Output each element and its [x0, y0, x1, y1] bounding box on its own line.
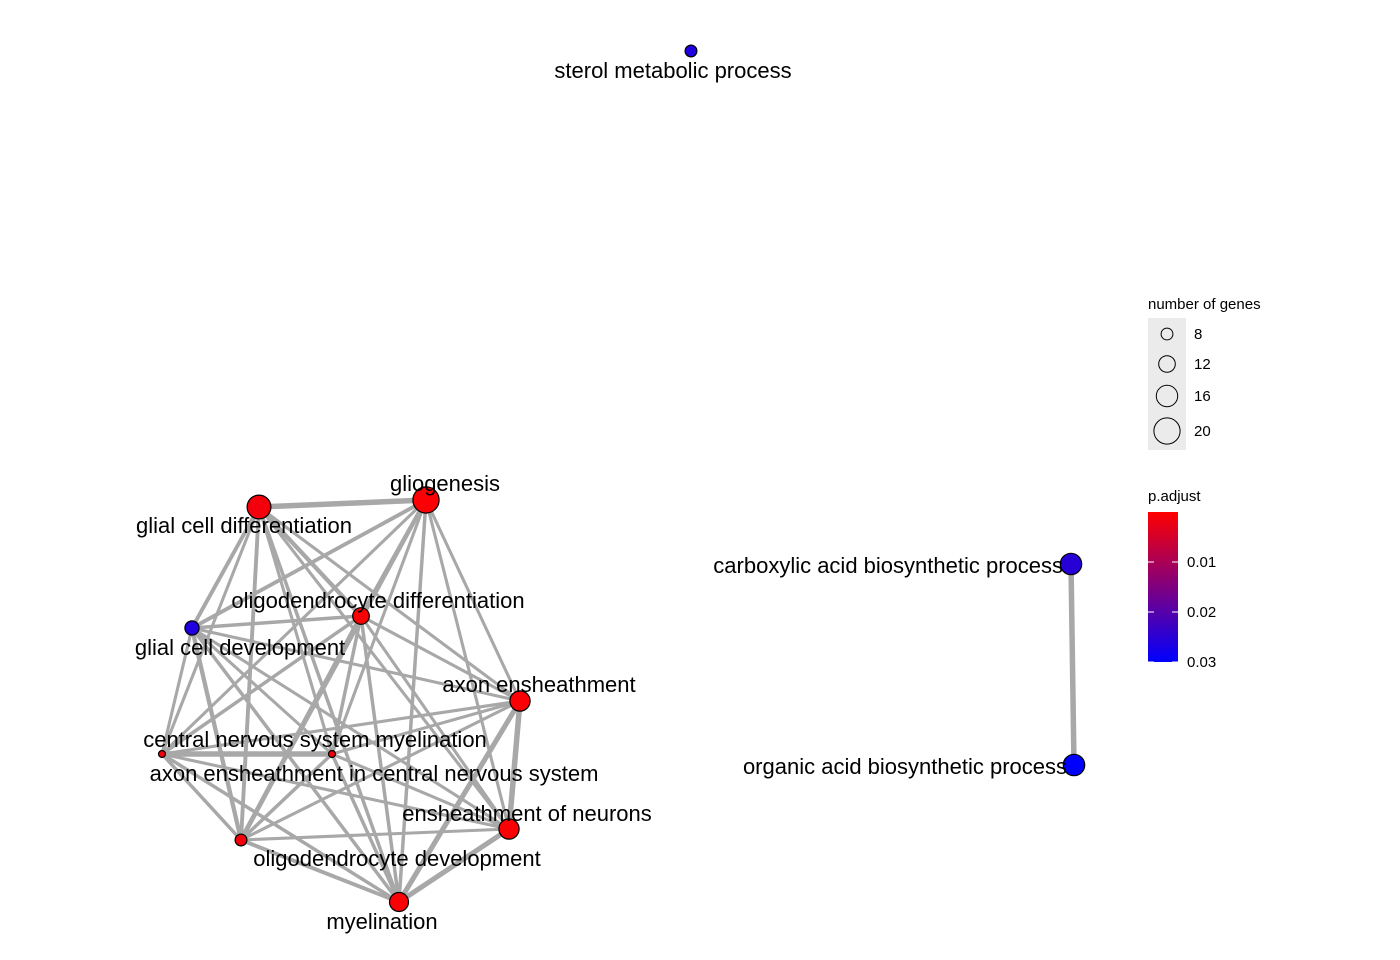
edge-glial_diff-oligo_dev — [239, 505, 261, 842]
edge-oligo_diff-axon_ens — [359, 614, 522, 703]
node-glial-diff[interactable] — [246, 494, 272, 520]
node-organic[interactable] — [1062, 753, 1086, 777]
size-legend-circle — [1158, 355, 1176, 373]
node-label-glial-diff: glial cell differentiation — [136, 513, 352, 538]
node-oligo-diff[interactable] — [352, 607, 370, 625]
edge-glial_dev-oligo_dev — [189, 625, 244, 843]
node-label-oligo-dev: oligodendrocyte development — [253, 846, 540, 871]
node-cns-myel[interactable] — [157, 749, 167, 759]
color-legend-label: 0.03 — [1187, 654, 1216, 671]
edge-gliogenesis-glial_dev — [190, 498, 428, 630]
edge-glial_diff-axon_ens_cns — [257, 505, 334, 756]
edge-layer — [159, 497, 1077, 905]
node-label-oligo-diff: oligodendrocyte differentiation — [231, 588, 524, 613]
node-label-sterol: sterol metabolic process — [554, 58, 791, 83]
edge-ens_neurons-oligo_dev — [239, 827, 511, 842]
edge-axon_ens_cns-oligo_dev — [239, 752, 334, 842]
node-label-glial-dev: glial cell development — [135, 635, 345, 660]
edge-oligo_diff-axon_ens_cns — [330, 614, 363, 756]
edge-ens_neurons-axon_ens_cns — [330, 752, 511, 831]
edge-oligo_diff-glial_dev — [190, 614, 363, 630]
edge-oligo_diff-ens_neurons — [359, 614, 511, 831]
edge-glial_dev-axon_ens — [190, 626, 522, 703]
edge-axon_ens-axon_ens_cns — [330, 699, 522, 756]
color-legend-label: 0.01 — [1187, 554, 1216, 571]
edge-myelination-axon_ens_cns — [330, 752, 401, 904]
size-legend-circle — [1155, 384, 1179, 408]
node-layer — [157, 44, 1086, 913]
node-myelination[interactable] — [388, 891, 410, 913]
node-label-organic: organic acid biosynthetic process — [743, 754, 1067, 779]
edge-oligo_diff-cns_myel — [160, 614, 363, 756]
edge-axon_ens-myelination — [396, 698, 523, 905]
node-axon-ens-cns[interactable] — [327, 749, 337, 759]
node-oligo-dev[interactable] — [234, 833, 248, 847]
edge-glial_diff-cns_myel — [160, 505, 261, 756]
size-legend-label: 8 — [1194, 326, 1202, 343]
edge-gliogenesis-axon_ens — [424, 498, 522, 703]
node-carboxylic[interactable] — [1059, 552, 1083, 576]
edge-carboxylic-organic — [1068, 561, 1077, 768]
edge-gliogenesis-ens_neurons — [424, 498, 511, 831]
edge-axon_ens-oligo_dev — [239, 699, 522, 842]
size-legend-label: 16 — [1194, 388, 1211, 405]
color-legend-label: 0.02 — [1187, 604, 1216, 621]
node-label-cns-myel: central nervous system myelination — [143, 727, 487, 752]
color-legend-bar — [1148, 512, 1178, 662]
node-label-gliogenesis: gliogenesis — [390, 471, 500, 496]
node-gliogenesis[interactable] — [412, 486, 440, 514]
edge-glial_diff-gliogenesis — [256, 497, 429, 510]
size-legend-keys: 8 12 16 20 — [1153, 326, 1211, 445]
node-label-myelination: myelination — [326, 909, 437, 934]
edge-axon_ens-cns_myel — [160, 699, 522, 756]
size-legend-label: 20 — [1194, 423, 1211, 440]
edge-oligo_diff-myelination — [359, 614, 401, 904]
edge-axon_ens-ens_neurons — [506, 698, 523, 832]
edge-gliogenesis-myelination — [397, 498, 428, 904]
edge-gliogenesis-cns_myel — [160, 498, 428, 756]
size-legend-circle — [1160, 327, 1174, 341]
size-legend-label: 12 — [1194, 356, 1211, 373]
color-legend-title: p.adjust — [1148, 488, 1201, 505]
node-label-axon-ens-cns: axon ensheathment in central nervous sys… — [150, 761, 599, 786]
edge-glial_dev-myelination — [190, 626, 401, 904]
edge-glial_diff-glial_dev — [190, 505, 261, 630]
node-sterol[interactable] — [684, 44, 698, 58]
edge-glial_diff-myelination — [257, 505, 401, 904]
edge-glial_dev-cns_myel — [160, 626, 194, 756]
label-layer: sterol metabolic process gliogenesis glial… — [135, 58, 1067, 934]
edge-myelination-oligo_dev — [239, 838, 401, 904]
node-label-axon-ens: axon ensheathment — [442, 672, 635, 697]
edge-cns_myel-oligo_dev — [160, 752, 243, 842]
node-label-ens-neurons: ensheathment of neurons — [402, 801, 652, 826]
color-legend-ticks: 0.01 0.02 0.03 — [1148, 554, 1216, 671]
node-label-carboxylic: carboxylic acid biosynthetic process — [713, 553, 1063, 578]
node-ens-neurons[interactable] — [498, 818, 520, 840]
edge-glial_dev-ens_neurons — [190, 626, 511, 831]
edge-ens_neurons-cns_myel — [160, 752, 511, 831]
size-legend-title: number of genes — [1148, 296, 1261, 313]
edge-myelination-cns_myel — [160, 752, 401, 904]
node-axon-ens[interactable] — [509, 690, 531, 712]
size-legend-circle — [1153, 417, 1181, 445]
edge-glial_diff-ens_neurons — [257, 505, 511, 831]
node-glial-dev[interactable] — [184, 620, 200, 636]
edge-ens_neurons-myelination — [396, 826, 512, 905]
edge-glial_diff-axon_ens — [257, 505, 522, 703]
